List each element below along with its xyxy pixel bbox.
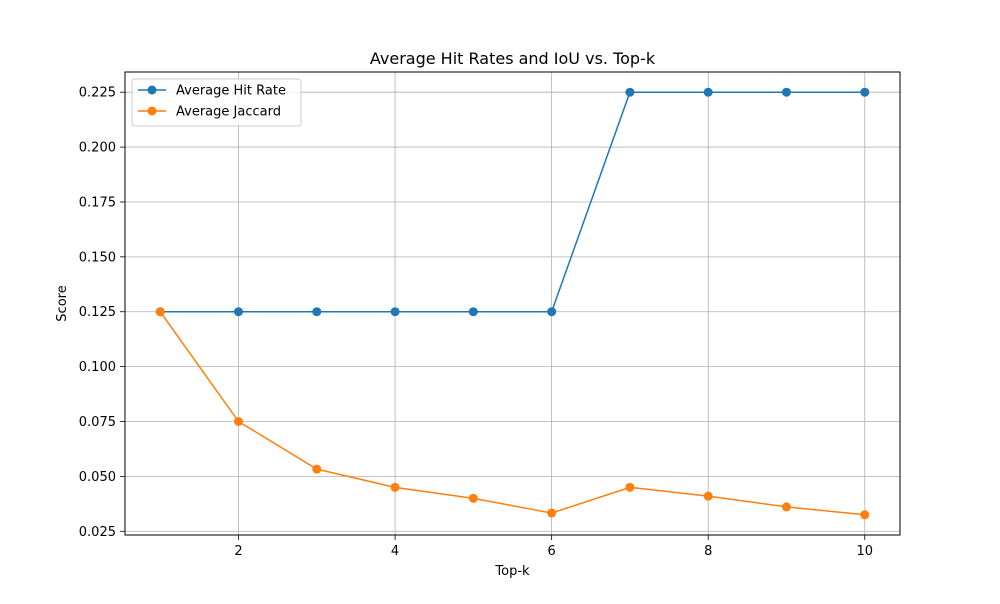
legend-marker-jaccard: [147, 106, 157, 116]
y-axis-label: Score: [55, 285, 70, 321]
y-tick-label: 0.200: [79, 141, 116, 156]
y-tick-label: 0.225: [79, 86, 116, 101]
y-tick-label: 0.100: [79, 360, 116, 375]
x-tick-label: 8: [704, 544, 712, 559]
series-1-point: [703, 87, 713, 97]
series-2-point: [547, 508, 557, 518]
y-tick-label: 0.050: [79, 470, 116, 485]
x-axis-ticks: 2 4 6 8 10: [234, 535, 873, 559]
y-tick-label: 0.025: [79, 525, 116, 540]
series-2-point: [468, 493, 478, 503]
x-tick-label: 10: [856, 544, 873, 559]
series-2-point: [155, 307, 165, 317]
legend-label-hit-rate: Average Hit Rate: [176, 84, 286, 99]
series-1-point: [860, 87, 870, 97]
y-tick-label: 0.125: [79, 305, 116, 320]
series-1-point: [234, 307, 244, 317]
series-1-point: [468, 307, 478, 317]
y-tick-label: 0.175: [79, 195, 116, 210]
y-tick-label: 0.075: [79, 415, 116, 430]
series-2-group: [155, 307, 870, 520]
series-2-point: [860, 510, 870, 520]
series-2-point: [703, 491, 713, 501]
series-1-point: [390, 307, 400, 317]
series-1-point: [312, 307, 322, 317]
series-2-line: [159, 311, 865, 516]
series-1-group: [155, 87, 870, 317]
x-tick-label: 6: [548, 544, 556, 559]
x-tick-label: 4: [391, 544, 399, 559]
legend-label-jaccard: Average Jaccard: [176, 105, 281, 120]
series-2-point: [781, 502, 791, 512]
y-axis-ticks: 0.025 0.050 0.075 0.100 0.125 0.150 0.175 0.200…: [79, 86, 125, 540]
series-1-point: [625, 87, 635, 97]
legend-marker-hit-rate: [147, 85, 157, 95]
chart-title: Average Hit Rates and IoU vs. Top-k: [370, 49, 656, 68]
series-2-point: [312, 464, 322, 474]
series-1-point: [547, 307, 557, 317]
axes-frame: [124, 71, 901, 536]
x-tick-label: 2: [234, 544, 242, 559]
series-2-point: [234, 417, 244, 427]
series-1-line: [160, 91, 865, 313]
series-layer: [155, 87, 870, 520]
series-2-point: [390, 482, 400, 492]
x-axis-label: Top-k: [494, 564, 530, 579]
series-2-point: [625, 482, 635, 492]
y-tick-label: 0.150: [79, 250, 116, 265]
legend-box: [131, 78, 302, 127]
series-1-point: [781, 87, 791, 97]
legend: Average Hit Rate Average Jaccard: [131, 78, 302, 127]
